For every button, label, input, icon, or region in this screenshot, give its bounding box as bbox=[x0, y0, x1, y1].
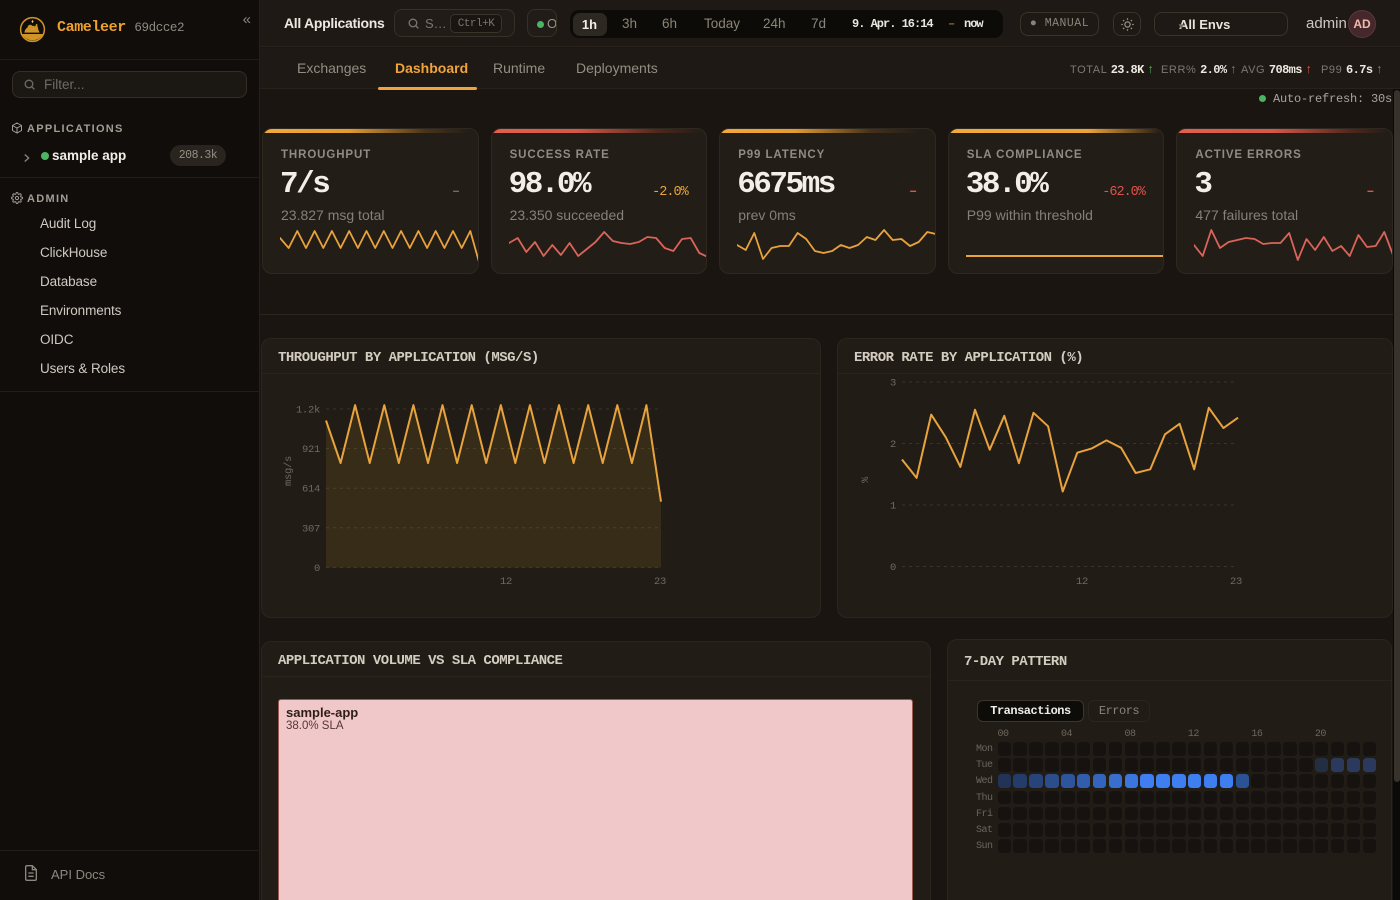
svg-text:23: 23 bbox=[654, 576, 666, 588]
svg-text:2: 2 bbox=[890, 439, 896, 451]
svg-text:921: 921 bbox=[302, 444, 320, 456]
svg-text:307: 307 bbox=[302, 523, 320, 535]
svg-text:23: 23 bbox=[1230, 576, 1242, 588]
svg-text:0: 0 bbox=[890, 562, 896, 574]
svg-text:1: 1 bbox=[890, 501, 896, 513]
svg-text:12: 12 bbox=[500, 576, 512, 588]
svg-text:msg/s: msg/s bbox=[283, 456, 295, 486]
svg-text:1.2k: 1.2k bbox=[296, 405, 320, 417]
svg-text:%: % bbox=[860, 476, 872, 483]
svg-text:0: 0 bbox=[314, 563, 320, 575]
svg-text:12: 12 bbox=[1076, 576, 1088, 588]
svg-text:3: 3 bbox=[890, 378, 896, 390]
svg-text:614: 614 bbox=[302, 484, 320, 496]
